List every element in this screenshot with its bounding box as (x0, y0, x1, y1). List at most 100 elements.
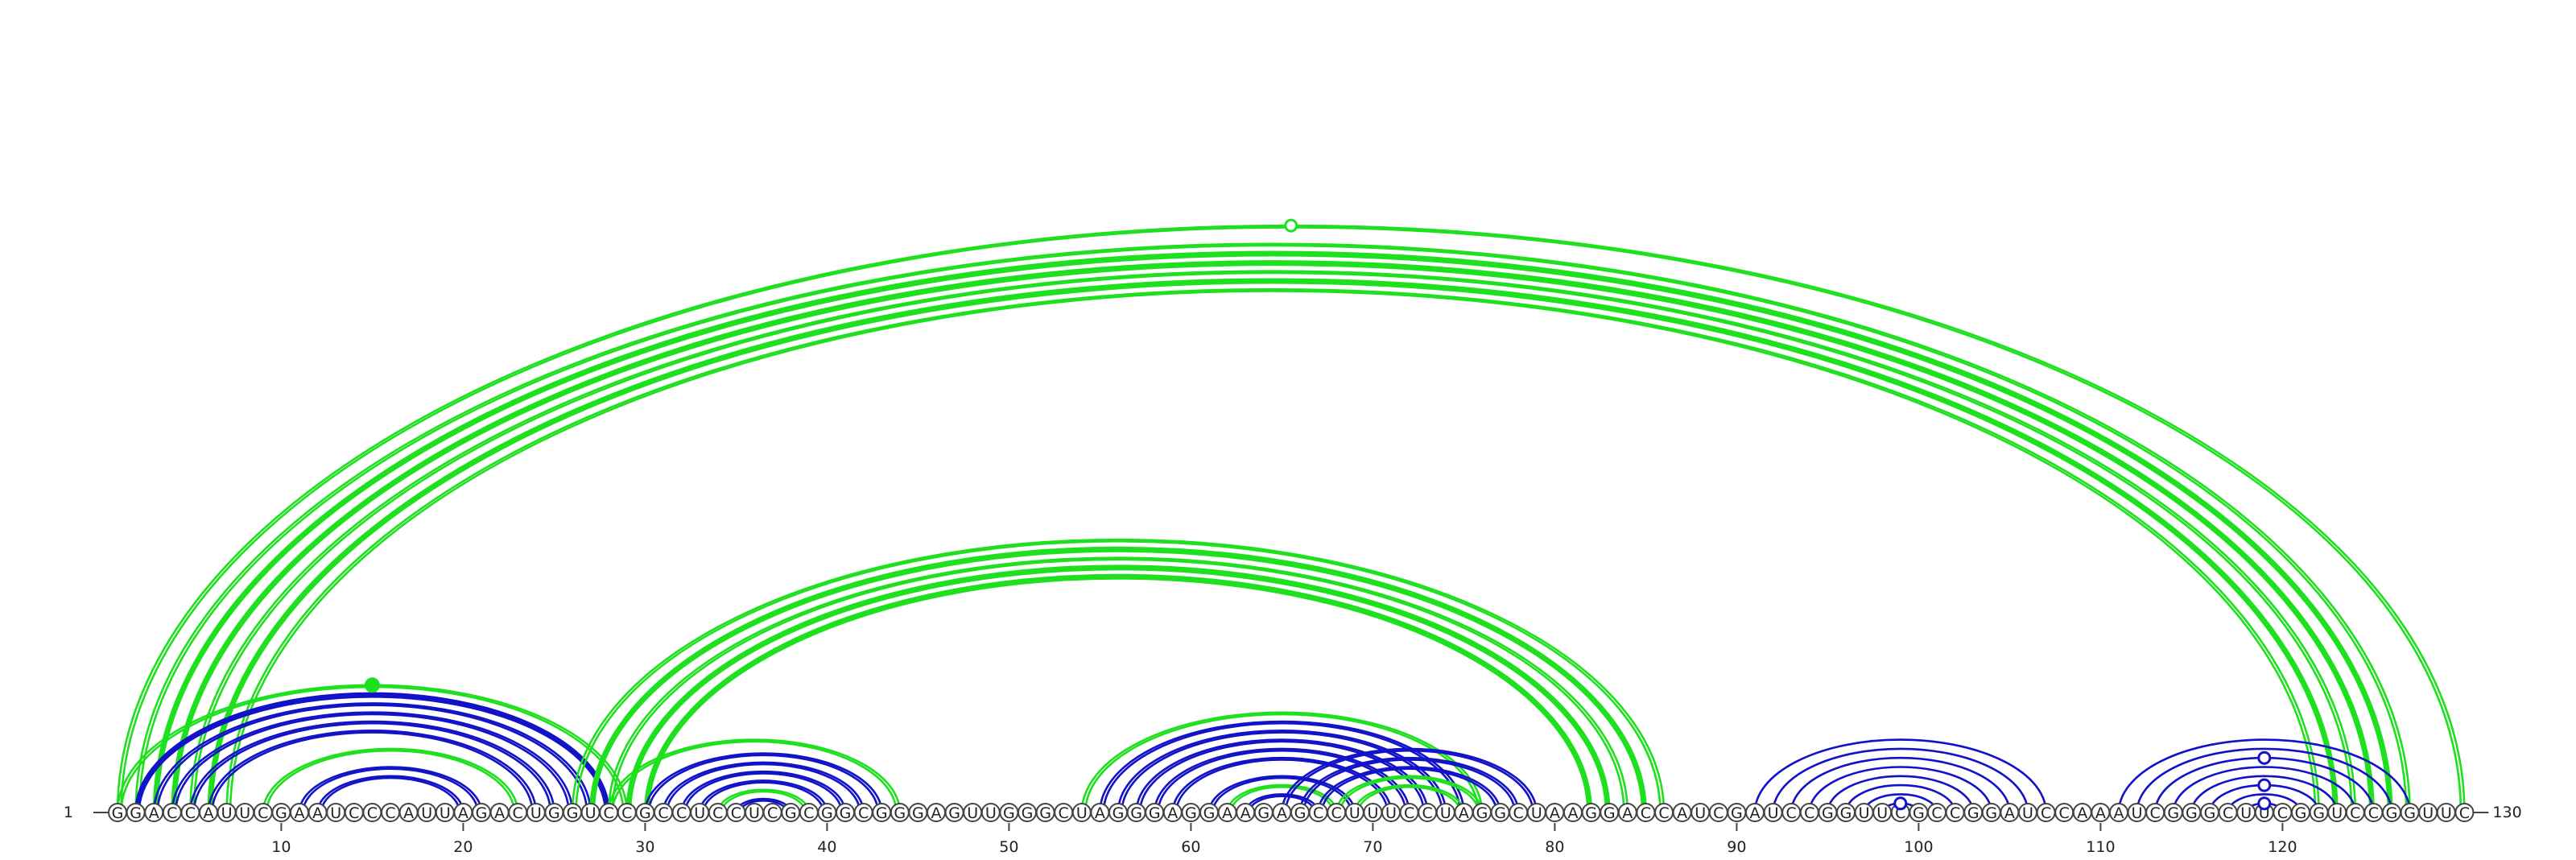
base-pair-arc-95-103 (1827, 775, 1975, 813)
open-arc-marker (2257, 796, 2272, 811)
nucleotide-42: C (853, 803, 873, 822)
tick-label: 100 (1904, 838, 1933, 856)
nucleotide-letter: C (1804, 804, 1814, 822)
nucleotide-letter: A (1550, 804, 1560, 822)
nucleotide-letter: G (2313, 804, 2325, 822)
nucleotide-118: U (2236, 803, 2256, 822)
nucleotide-59: A (1162, 803, 1183, 822)
base-pair-arc-56-74 (1117, 730, 1447, 813)
arc-stroke-inner (1157, 749, 1407, 813)
nucleotide-letter: C (1641, 804, 1651, 822)
nucleotide-letter: C (167, 804, 177, 822)
nucleotide-31: C (654, 803, 673, 822)
arc-stroke-outer (207, 730, 538, 813)
nucleotide-letter: C (712, 804, 723, 822)
tick-label: 120 (2268, 838, 2297, 856)
nucleotide-20: A (453, 803, 473, 822)
tick-label: 40 (817, 838, 836, 856)
nucleotide-94: C (1799, 803, 1819, 822)
nucleotide-69: U (1344, 803, 1364, 822)
nucleotide-113: C (2145, 803, 2165, 822)
nucleotide-48: U (963, 803, 983, 822)
arc-stroke-outer (1153, 747, 1410, 813)
nucleotide-letter: C (676, 804, 687, 822)
nucleotide-letter: G (840, 804, 852, 822)
base-pair-arc-27-85 (589, 546, 1647, 813)
base-pair-arc-30-43 (644, 752, 883, 813)
arc-stroke-inner (156, 704, 588, 813)
position-tick-40: 40 (817, 823, 836, 856)
nucleotide-letter: G (639, 804, 651, 822)
base-pair-arc-9-23 (262, 747, 519, 813)
nucleotide-letter: G (894, 804, 906, 822)
nucleotide-letter: G (1149, 804, 1161, 822)
nucleotide-75: A (1454, 803, 1474, 822)
nucleotide-letter: G (1294, 804, 1307, 822)
nucleotide-letter: C (2223, 804, 2233, 822)
nucleotide-88: U (1690, 803, 1711, 822)
base-pair-arc-4-125 (171, 259, 2375, 813)
nucleotide-13: U (326, 803, 346, 822)
filled-arc-marker (364, 677, 380, 693)
nucleotide-letter: G (1022, 804, 1034, 822)
position-tick-30: 30 (635, 823, 654, 856)
arc-stroke-inner (683, 772, 843, 813)
nucleotide-letter: C (2150, 804, 2161, 822)
position-tick-50: 50 (999, 823, 1018, 856)
arc-stroke-inner (1320, 767, 1498, 813)
arc-stroke-inner (1339, 776, 1480, 813)
nucleotide-letter: U (2022, 804, 2033, 822)
nucleotide-letter: G (2386, 804, 2398, 822)
nucleotide-125: C (2363, 803, 2384, 822)
nucleotide-4: C (162, 803, 182, 822)
nucleotide-letter: U (330, 804, 341, 822)
base-pair-arc-5-124 (189, 270, 2357, 813)
nucleotide-letter: A (1622, 804, 1633, 822)
arc-stroke-outer (1281, 747, 1538, 813)
nucleotide-127: G (2400, 803, 2420, 822)
nucleotide-letter: U (585, 804, 597, 822)
arc-stroke-outer (680, 770, 847, 813)
arc-stroke (134, 692, 610, 813)
nucleotide-letter: U (1531, 804, 1542, 822)
nucleotide-letter: C (731, 804, 741, 822)
base-pair-arc-115-123 (2190, 775, 2339, 813)
arc-stroke-outer (1298, 756, 1520, 813)
arc-stroke-outer (716, 788, 811, 813)
arc-stroke-inner (1229, 786, 1334, 813)
nucleotide-letter: U (440, 804, 451, 822)
base-pair-arc-32-41 (680, 770, 847, 813)
nucleotide-letter: U (1876, 804, 1888, 822)
position-tick-80: 80 (1545, 823, 1564, 856)
arc-stroke-outer (225, 287, 2320, 813)
arc-stroke-outer (607, 738, 902, 813)
nucleotide-39: C (799, 803, 819, 822)
open-arc-marker (2257, 750, 2272, 765)
nucleotide-89: C (1708, 803, 1728, 822)
tick-label: 90 (1727, 838, 1746, 856)
arc-stroke-outer (134, 242, 2411, 813)
nucleotide-letter: U (1695, 804, 1706, 822)
nucleotide-letter: G (2404, 804, 2416, 822)
tick-label: 70 (1363, 838, 1382, 856)
nucleotide-letter: C (513, 804, 523, 822)
nucleotide-letter: A (1222, 804, 1232, 822)
nucleotide-letter: G (2295, 804, 2307, 822)
base-pair-arc-2-127 (134, 242, 2411, 813)
nucleotide-3: A (144, 803, 164, 822)
nucleotide-46: A (927, 803, 946, 822)
arc-stroke-inner (192, 271, 2353, 813)
nucleotide-130: C (2454, 803, 2475, 822)
nucleotide-17: A (398, 803, 419, 822)
nucleotide-letter: G (1913, 804, 1925, 822)
nucleotide-letter: G (1604, 804, 1616, 822)
nucleotide-101: C (1927, 803, 1946, 822)
nucleotide-9: C (253, 803, 273, 822)
nucleotide-letter: G (1257, 804, 1269, 822)
nucleotide-73: C (1418, 803, 1438, 822)
nucleotide-letter: U (2132, 804, 2143, 822)
nucleotide-43: G (872, 803, 892, 822)
nucleotide-16: C (381, 803, 400, 822)
nucleotide-67: C (1308, 803, 1328, 822)
nucleotide-51: G (1018, 803, 1037, 822)
